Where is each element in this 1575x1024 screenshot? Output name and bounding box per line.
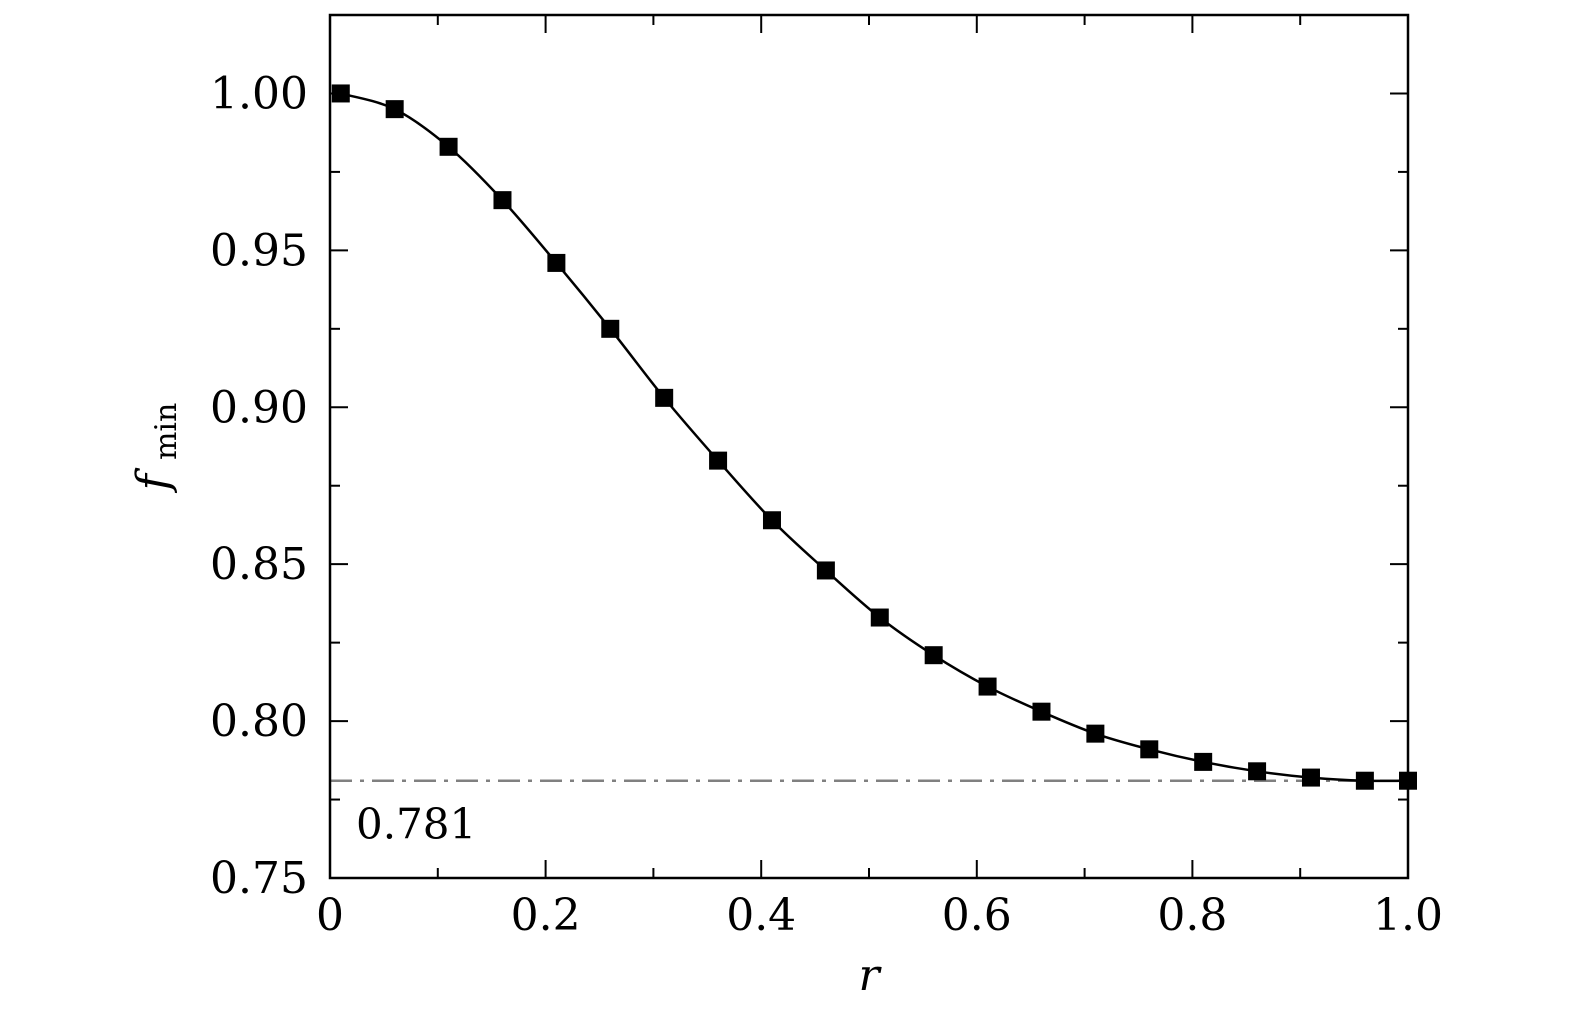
series-0-marker <box>439 137 458 156</box>
series-0-marker <box>385 100 404 119</box>
y-axis-label-sub: min <box>149 403 184 460</box>
series-0-marker <box>1301 768 1320 787</box>
x-tick-label: 0 <box>316 890 344 941</box>
x-tick-label: 0.6 <box>942 890 1012 941</box>
y-tick-label: 0.95 <box>210 225 308 276</box>
series-0-marker <box>978 677 997 696</box>
y-tick-label: 0.75 <box>210 853 308 904</box>
series-0-marker <box>816 561 835 580</box>
series-0-marker <box>601 319 620 338</box>
series-0-marker <box>1248 762 1267 781</box>
series-0-marker <box>547 253 566 272</box>
series-0-marker <box>1355 771 1374 790</box>
y-tick-label: 1.00 <box>210 68 308 119</box>
y-tick-label: 0.90 <box>210 382 308 433</box>
series-0-marker <box>1140 740 1159 759</box>
y-axis-label: f min <box>128 403 184 494</box>
x-tick-label: 0.8 <box>1157 890 1227 941</box>
series-0-marker <box>709 451 728 470</box>
series-0-line <box>340 92 1409 783</box>
series-0-marker <box>762 511 781 530</box>
series-0-marker <box>493 191 512 210</box>
y-tick-label: 0.85 <box>210 539 308 590</box>
x-tick-label: 0.4 <box>726 890 796 941</box>
series-0-marker <box>1032 702 1051 721</box>
series-0-marker <box>924 646 943 665</box>
reference-value-annotation: 0.781 <box>356 800 476 849</box>
plot-content: 0 0.2 0.4 0.6 0.8 1.0 0.75 0.80 0.85 0.90 0.95 1.00 <box>210 13 1443 941</box>
x-tick-label: 1.0 <box>1373 890 1443 941</box>
x-axis-label: r <box>858 950 882 1001</box>
y-tick-label: 0.80 <box>210 696 308 747</box>
plot-frame <box>328 13 1410 880</box>
series-0-marker <box>1086 724 1105 743</box>
x-tick-label: 0.2 <box>511 890 581 941</box>
y-axis-label-main: f <box>128 467 179 493</box>
series-0-marker <box>870 608 889 627</box>
series-0-marker <box>1194 752 1213 771</box>
series-0-marker <box>655 388 674 407</box>
